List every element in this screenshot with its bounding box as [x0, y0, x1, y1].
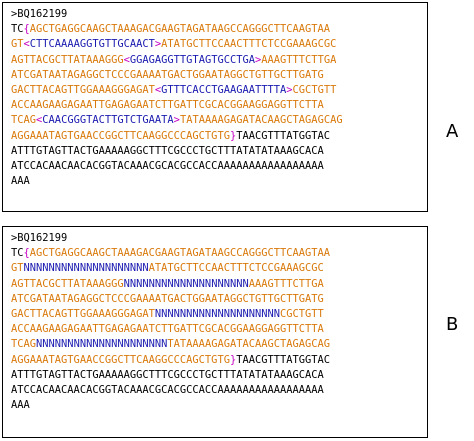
sequence-header: >BQ162199 — [11, 8, 68, 20]
primer-segment: GTTTCACCTGAAGAATTTTA — [161, 84, 287, 97]
bracket-mark: < — [36, 114, 43, 127]
primer-segment: CTTCAAAAGGTGTTGCAACT — [29, 38, 155, 51]
sequence-segment: ACCAAGAAGAGAATTGAGAGAATCTTGATTCGCACGGAAG… — [11, 323, 324, 336]
bracket-mark: } — [229, 129, 237, 142]
sequence-line: ACCAAGAAGAGAATTGAGAGAATCTTGATTCGCACGGAAG… — [11, 322, 330, 337]
sequence-line: AGGAAATAGTGAACCGGCTTCAAGGCCCAGCTGTG}TAAC… — [11, 353, 330, 368]
sequence-text: >BQ162199 TC{AGCTGAGGCAAGCTAAAGACGAAGTAGA… — [11, 7, 343, 189]
sequence-segment: AAA — [11, 175, 30, 188]
sequence-segment: ATATGCTTCCAACTTTCTCCGAAAGCGC — [148, 262, 324, 275]
sequence-segment: ATCCACAACAACACGGTACAAACGCACGCCACCAAAAAAA… — [11, 384, 324, 397]
sequence-segment: GACTTACAGTTGGAAAGGGAGAT — [11, 84, 155, 97]
sequence-segment: AGCTGAGGCAAGCTAAAGACGAAGTAGATAAGCCAGGGCT… — [29, 247, 331, 260]
sequence-line: GACTTACAGTTGGAAAGGGAGATNNNNNNNNNNNNNNNNN… — [11, 307, 330, 322]
sequence-segment: TAACGTTTATGGTAC — [236, 353, 331, 366]
sequence-segment: AAAGTTTCTTGA — [248, 277, 324, 290]
sequence-segment: ATCGATAATAGAGGCTCCCGAAAATGACTGGAATAGGCTG… — [11, 292, 324, 305]
bracket-mark: < — [23, 38, 30, 51]
sequence-segment: AAA — [11, 399, 30, 412]
sequence-segment: AGGAAATAGTGAACCGGCTTCAAGGCCCAGCTGTG — [11, 129, 230, 142]
sequence-line: ATCCACAACAACACGGTACAAACGCACGCCACCAAAAAAA… — [11, 159, 343, 174]
sequence-panel-a: >BQ162199 TC{AGCTGAGGCAAGCTAAAGACGAAGTAGA… — [2, 2, 428, 212]
sequence-segment: AGCTGAGGCAAGCTAAAGACGAAGTAGATAAGCCAGGGCT… — [29, 23, 331, 36]
sequence-line: AAA — [11, 398, 330, 413]
sequence-line: AGTTACGCTTATAAAGGGNNNNNNNNNNNNNNNNNNNNAA… — [11, 277, 330, 292]
sequence-segment: ATCCACAACAACACGGTACAAACGCACGCCACCAAAAAAA… — [11, 160, 324, 173]
sequence-segment: ACCAAGAAGAGAATTGAGAGAATCTTGATTCGCACGGAAG… — [11, 99, 324, 112]
sequence-segment: GT — [11, 262, 24, 275]
sequence-segment: TCAG — [11, 114, 37, 127]
bracket-mark: > — [255, 53, 262, 66]
sequence-segment: TC — [11, 23, 24, 36]
bracket-mark: > — [173, 114, 180, 127]
sequence-segment: TATAAAAGAGATACAAGCTAGAGCAG — [167, 338, 331, 351]
bracket-mark: < — [123, 53, 130, 66]
sequence-line: ACCAAGAAGAGAATTGAGAGAATCTTGATTCGCACGGAAG… — [11, 98, 343, 113]
sequence-line: ATCGATAATAGAGGCTCCCGAAAATGACTGGAATAGGCTG… — [11, 68, 343, 83]
sequence-segment: AGTTACGCTTATAAAGGG — [11, 277, 124, 290]
primer-segment: NNNNNNNNNNNNNNNNNNNN — [23, 262, 149, 275]
sequence-line: AGGAAATAGTGAACCGGCTTCAAGGCCCAGCTGTG}TAAC… — [11, 129, 343, 144]
sequence-line: ATCGATAATAGAGGCTCCCGAAAATGACTGGAATAGGCTG… — [11, 292, 330, 307]
sequence-line: TC{AGCTGAGGCAAGCTAAAGACGAAGTAGATAAGCCAGG… — [11, 22, 343, 37]
sequence-segment: GT — [11, 38, 24, 51]
sequence-text: >BQ162199 TC{AGCTGAGGCAAGCTAAAGACGAAGTAGA… — [11, 231, 330, 413]
sequence-segment: ATTTGTAGTTACTGAAAAAGGCTTTCGCCCTGCTTTATAT… — [11, 368, 324, 381]
sequence-segment: AGTTACGCTTATAAAGGG — [11, 53, 124, 66]
sequence-segment: TATAAAAGAGATACAAGCTAGAGCAG — [179, 114, 343, 127]
sequence-segment: TAACGTTTATGGTAC — [236, 129, 331, 142]
bracket-mark: < — [154, 84, 162, 97]
sequence-header: >BQ162199 — [11, 232, 68, 244]
bracket-mark: { — [23, 247, 30, 260]
sequence-line: ATCCACAACAACACGGTACAAACGCACGCCACCAAAAAAA… — [11, 383, 330, 398]
bracket-mark: } — [229, 353, 237, 366]
sequence-segment: ATCGATAATAGAGGCTCCCGAAAATGACTGGAATAGGCTG… — [11, 68, 324, 81]
bracket-mark: { — [23, 23, 30, 36]
sequence-segment: AGGAAATAGTGAACCGGCTTCAAGGCCCAGCTGTG — [11, 353, 230, 366]
sequence-line: GACTTACAGTTGGAAAGGGAGAT<GTTTCACCTGAAGAAT… — [11, 83, 343, 98]
sequence-segment: ATTTGTAGTTACTGAAAAAGGCTTTCGCCCTGCTTTATAT… — [11, 144, 324, 157]
sequence-line: ATTTGTAGTTACTGAAAAAGGCTTTCGCCCTGCTTTATAT… — [11, 144, 343, 159]
primer-segment: NNNNNNNNNNNNNNNNNNNNN — [36, 338, 168, 351]
sequence-segment: CGCTGTT — [292, 84, 337, 97]
sequence-line: TCAG<CAACGGGTACTTGTCTGAATA>TATAAAAGAGATA… — [11, 113, 343, 128]
bracket-mark: > — [154, 38, 162, 51]
primer-segment: CAACGGGTACTTGTCTGAATA — [42, 114, 174, 127]
sequence-segment: TC — [11, 247, 24, 260]
sequence-line: TC{AGCTGAGGCAAGCTAAAGACGAAGTAGATAAGCCAGG… — [11, 246, 330, 261]
panel-label-b: B — [446, 314, 459, 335]
sequence-segment: TCAG — [11, 338, 37, 351]
sequence-line: GT<CTTCAAAAGGTGTTGCAACT>ATATGCTTCCAACTTT… — [11, 37, 343, 52]
sequence-line: AGTTACGCTTATAAAGGG<GGAGAGGTTGTAGTGCCTGA>… — [11, 53, 343, 68]
sequence-segment: GACTTACAGTTGGAAAGGGAGAT — [11, 308, 155, 321]
bracket-mark: > — [286, 84, 293, 97]
sequence-line: ATTTGTAGTTACTGAAAAAGGCTTTCGCCCTGCTTTATAT… — [11, 368, 330, 383]
sequence-segment: ATATGCTTCCAACTTTCTCCGAAAGCGC — [161, 38, 337, 51]
sequence-line: TCAGNNNNNNNNNNNNNNNNNNNNNTATAAAAGAGATACA… — [11, 337, 330, 352]
primer-segment: NNNNNNNNNNNNNNNNNNNN — [154, 308, 281, 321]
sequence-line: GTNNNNNNNNNNNNNNNNNNNNATATGCTTCCAACTTTCT… — [11, 261, 330, 276]
sequence-segment: CGCTGTT — [280, 308, 324, 321]
sequence-line: AAA — [11, 174, 343, 189]
panel-label-a: A — [446, 121, 459, 142]
sequence-panel-b: >BQ162199 TC{AGCTGAGGCAAGCTAAAGACGAAGTAGA… — [2, 226, 428, 438]
primer-segment: NNNNNNNNNNNNNNNNNNNN — [123, 277, 249, 290]
primer-segment: GGAGAGGTTGTAGTGCCTGA — [129, 53, 255, 66]
sequence-segment: AAAGTTTCTTGA — [261, 53, 337, 66]
